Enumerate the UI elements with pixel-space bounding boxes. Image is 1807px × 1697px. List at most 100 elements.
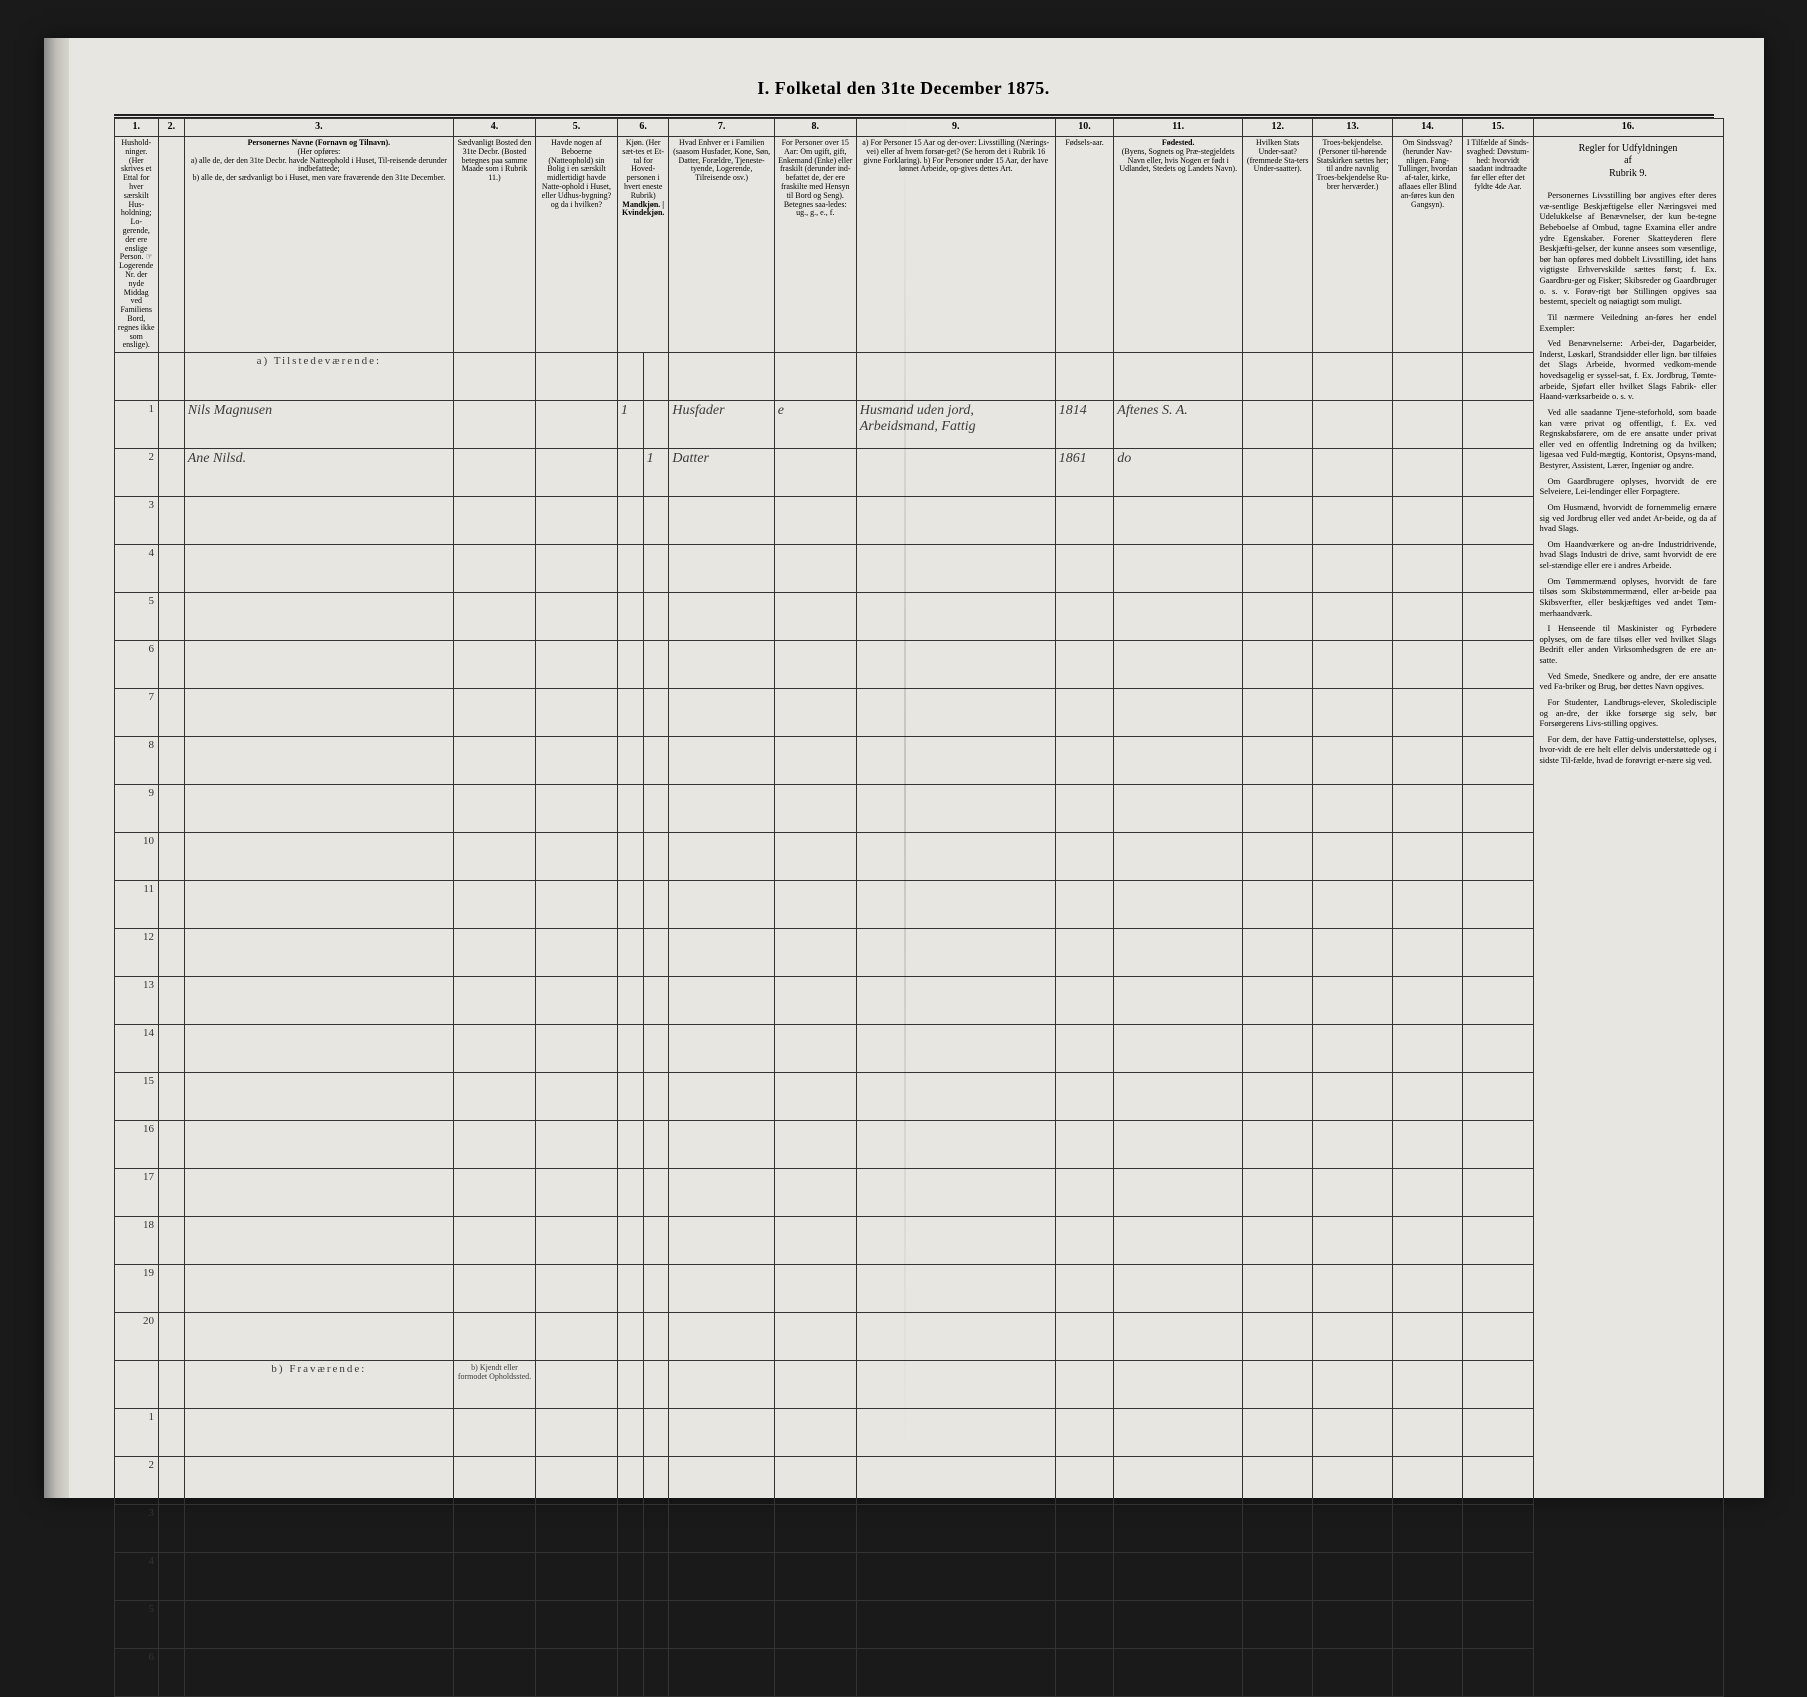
rownum: 1 [114, 401, 158, 449]
rules-panel: 16. Regler for UdfyldningenafRubrik 9. P… [1534, 118, 1724, 1697]
cell [617, 593, 643, 641]
cell [643, 1121, 669, 1169]
cell [1055, 1073, 1114, 1121]
cell [774, 737, 856, 785]
rownum: 5 [114, 1601, 158, 1649]
cell [1055, 545, 1114, 593]
cell [1392, 1457, 1462, 1505]
census-table: 1.2.3.4.5.6.7.8.9.10.11.12.13.14.15. Hus… [114, 118, 1534, 1697]
rownum: 3 [114, 497, 158, 545]
rownum: 4 [114, 545, 158, 593]
rownum: 19 [114, 1265, 158, 1313]
cell [774, 449, 856, 497]
cell [1055, 929, 1114, 977]
table-row: 17 [114, 1169, 1533, 1217]
rownum: 8 [114, 737, 158, 785]
cell [1392, 1217, 1462, 1265]
cell [184, 833, 453, 881]
cell [1114, 785, 1243, 833]
table-row: 3 [114, 497, 1533, 545]
cell [184, 593, 453, 641]
cell [1313, 1313, 1393, 1361]
cell [535, 401, 617, 449]
cell [1055, 353, 1114, 401]
cell [1463, 1505, 1533, 1553]
table-row: 6 [114, 1649, 1533, 1697]
cell [617, 881, 643, 929]
column-number-row: 1.2.3.4.5.6.7.8.9.10.11.12.13.14.15. [114, 119, 1533, 137]
header-c9: a) For Personer 15 Aar og der-over: Livs… [856, 137, 1055, 353]
cell [643, 497, 669, 545]
cell [454, 1409, 536, 1457]
cell: Ane Nilsd. [184, 449, 453, 497]
cell [643, 1553, 669, 1601]
cell [1114, 689, 1243, 737]
cell [158, 1457, 184, 1505]
cell [1392, 1073, 1462, 1121]
cell [454, 1073, 536, 1121]
cell [774, 1457, 856, 1505]
cell [535, 641, 617, 689]
cell [1313, 1601, 1393, 1649]
header-c12: Hvilken Stats Under-saat? (fremmede Sta-… [1243, 137, 1313, 353]
cell [1392, 833, 1462, 881]
cell [856, 785, 1055, 833]
header-c7: Hvad Enhver er i Familien (saasom Husfad… [669, 137, 774, 353]
cell: 1 [643, 449, 669, 497]
cell [535, 1409, 617, 1457]
cell [1055, 1121, 1114, 1169]
cell [669, 737, 774, 785]
cell [1243, 689, 1313, 737]
cell [184, 881, 453, 929]
cell [1313, 545, 1393, 593]
cell [643, 1361, 669, 1409]
cell [669, 1505, 774, 1553]
cell [1313, 689, 1393, 737]
cell [454, 641, 536, 689]
cell [158, 1313, 184, 1361]
cell [643, 1505, 669, 1553]
cell [1055, 1409, 1114, 1457]
cell [454, 401, 536, 449]
colnum-c13: 13. [1313, 119, 1393, 137]
rownum: 14 [114, 1025, 158, 1073]
cell [617, 1361, 643, 1409]
cell [1313, 1025, 1393, 1073]
cell [1392, 929, 1462, 977]
cell [184, 785, 453, 833]
cell [643, 1265, 669, 1313]
cell [617, 1457, 643, 1505]
cell [774, 545, 856, 593]
cell [535, 833, 617, 881]
cell [856, 1409, 1055, 1457]
cell [1055, 977, 1114, 1025]
rules-paragraph: Ved Smede, Snedkere og andre, der ere an… [1540, 671, 1717, 692]
colnum-c4: 4. [454, 119, 536, 137]
cell [1463, 1649, 1533, 1697]
cell [774, 1553, 856, 1601]
cell: Husfader [669, 401, 774, 449]
cell [1313, 785, 1393, 833]
table-row: 4 [114, 545, 1533, 593]
cell [643, 1169, 669, 1217]
cell [669, 1265, 774, 1313]
cell [184, 641, 453, 689]
cell [643, 1457, 669, 1505]
cell [643, 1313, 669, 1361]
cell [158, 1505, 184, 1553]
cell [184, 1457, 453, 1505]
cell [1243, 1457, 1313, 1505]
cell [617, 929, 643, 977]
table-row: 16 [114, 1121, 1533, 1169]
rownum [114, 353, 158, 401]
cell [1313, 737, 1393, 785]
cell [184, 1265, 453, 1313]
cell [1055, 1313, 1114, 1361]
colnum-c14: 14. [1392, 119, 1462, 137]
cell [1055, 881, 1114, 929]
cell [1313, 833, 1393, 881]
table-row: 12 [114, 929, 1533, 977]
cell [1243, 1553, 1313, 1601]
column-header-row: Hushold-ninger. (Her skrives et Ettal fo… [114, 137, 1533, 353]
cell [454, 689, 536, 737]
